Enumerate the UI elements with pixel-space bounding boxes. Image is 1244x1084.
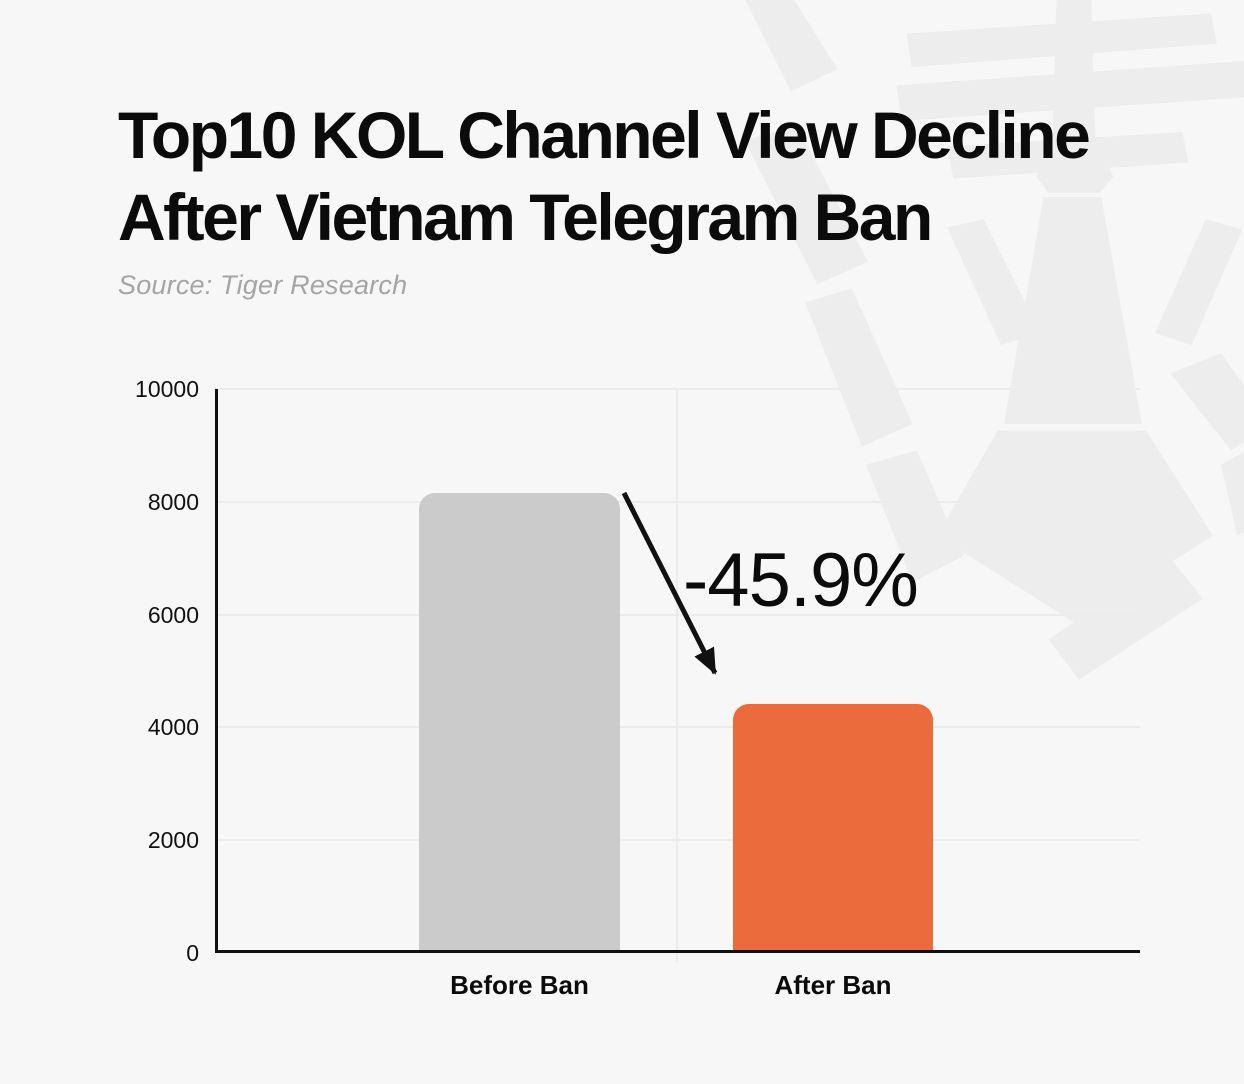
bar-before-ban	[419, 493, 620, 953]
y-tick-2000: 2000	[147, 827, 199, 854]
x-label-after-ban: After Ban	[774, 970, 892, 1000]
bar-after-ban	[733, 704, 933, 953]
chart-title-line2: After Vietnam Telegram Ban	[118, 180, 933, 254]
x-axis-line	[215, 950, 1140, 953]
x-label-before-ban: Before Ban	[450, 970, 589, 1000]
y-tick-0: 0	[186, 940, 199, 966]
y-tick-4000: 4000	[147, 714, 199, 741]
source-caption: Source: Tiger Research	[118, 270, 408, 300]
y-tick-8000: 8000	[147, 488, 199, 515]
y-axis-line	[215, 389, 218, 953]
decline-annotation: -45.9%	[683, 538, 919, 623]
chart-header: Top10 KOL Channel View Decline After Viet…	[118, 94, 1178, 301]
y-tick-6000: 6000	[147, 601, 199, 628]
bar-chart-plot-area: 0 2000 4000 6000 8000 10000 -45.9% Before Ban…	[135, 376, 1140, 1000]
chart-title: Top10 KOL Channel View Decline After Viet…	[118, 94, 1178, 258]
chart-title-line1: Top10 KOL Channel View Decline	[118, 98, 1091, 172]
vertical-gridline	[676, 389, 678, 963]
y-tick-10000: 10000	[135, 376, 199, 402]
